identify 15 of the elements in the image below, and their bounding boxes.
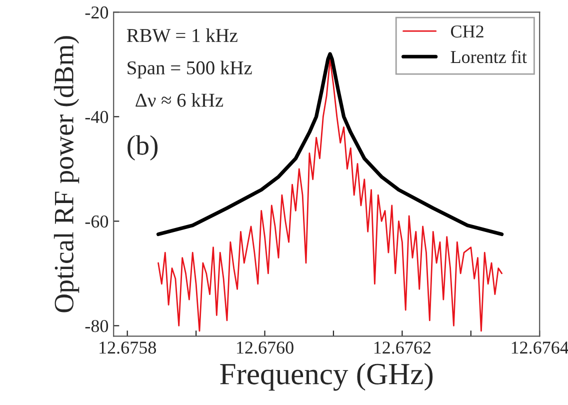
- y-tick-label: -80: [85, 320, 108, 332]
- y-tick-label: -60: [85, 215, 108, 228]
- legend-label: CH2: [451, 25, 484, 38]
- y-axis-title: Optical RF power (dBm): [54, 36, 80, 312]
- x-tick-label: 12.6762: [374, 342, 431, 354]
- annotation: Δν ≈ 6 kHz: [136, 93, 224, 107]
- y-tick-label: -20: [85, 6, 108, 19]
- legend-label: Lorentz fit: [450, 50, 527, 64]
- annotation: Span = 500 kHz: [128, 60, 252, 78]
- annotation: RBW = 1 kHz: [126, 28, 238, 42]
- x-tick-label: 12.6760: [237, 342, 294, 354]
- y-tick-label: -40: [85, 110, 108, 124]
- x-axis-title: Frequency (GHz): [220, 362, 433, 391]
- x-tick-label: 12.6758: [100, 342, 156, 354]
- annotation: (b): [128, 135, 158, 160]
